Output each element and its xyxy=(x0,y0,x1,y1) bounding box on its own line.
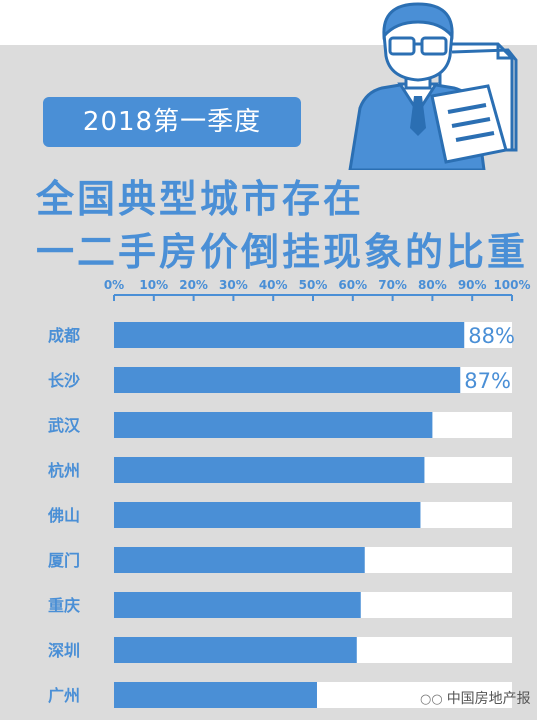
chart-title-line-1: 全国典型城市存在 xyxy=(36,177,365,221)
data-label: 87% xyxy=(464,369,511,393)
x-tick-label: 30% xyxy=(219,278,248,292)
x-tick-label: 10% xyxy=(139,278,168,292)
x-axis: 0% 10% 20% 30% 40% 50% 60% 70% 80% 90% 100% xyxy=(104,278,531,301)
bar xyxy=(114,322,465,348)
bar xyxy=(114,412,433,438)
category-label: 长沙 xyxy=(48,371,80,390)
category-label: 厦门 xyxy=(48,551,80,570)
period-badge: 2018第一季度 xyxy=(43,97,301,147)
businessman-icon xyxy=(348,2,518,170)
x-tick-label: 60% xyxy=(338,278,367,292)
category-label: 杭州 xyxy=(48,461,80,480)
bar xyxy=(114,637,357,663)
bar-chart: 0% 10% 20% 30% 40% 50% 60% 70% 80% 90% 100% 成都 88% 长… xyxy=(47,278,531,708)
category-label: 广州 xyxy=(48,686,80,705)
paper-icon xyxy=(430,84,508,164)
category-label: 成都 xyxy=(48,326,80,345)
bar xyxy=(114,457,425,483)
x-tick-label: 80% xyxy=(418,278,447,292)
chart-title-line-2: 一二手房价倒挂现象的比重 xyxy=(36,230,529,274)
category-label: 重庆 xyxy=(48,596,80,615)
x-tick-label: 0% xyxy=(104,278,124,292)
bar xyxy=(114,367,461,393)
watermark-text: 中国房地产报 xyxy=(446,691,531,707)
category-label: 武汉 xyxy=(48,416,81,435)
watermark: ○○ 中国房地产报 xyxy=(420,688,531,708)
bar xyxy=(114,502,421,528)
x-tick-label: 50% xyxy=(299,278,328,292)
category-label: 佛山 xyxy=(47,506,80,525)
wechat-icon: ○○ xyxy=(420,692,443,707)
x-tick-label: 90% xyxy=(458,278,487,292)
x-tick-label: 20% xyxy=(179,278,208,292)
x-tick-label: 100% xyxy=(493,278,530,292)
bar xyxy=(114,592,361,618)
x-tick-label: 70% xyxy=(378,278,407,292)
data-label: 88% xyxy=(468,324,515,348)
bar xyxy=(114,682,317,708)
x-tick-label: 40% xyxy=(259,278,288,292)
category-label: 深圳 xyxy=(48,641,80,660)
bar xyxy=(114,547,365,573)
